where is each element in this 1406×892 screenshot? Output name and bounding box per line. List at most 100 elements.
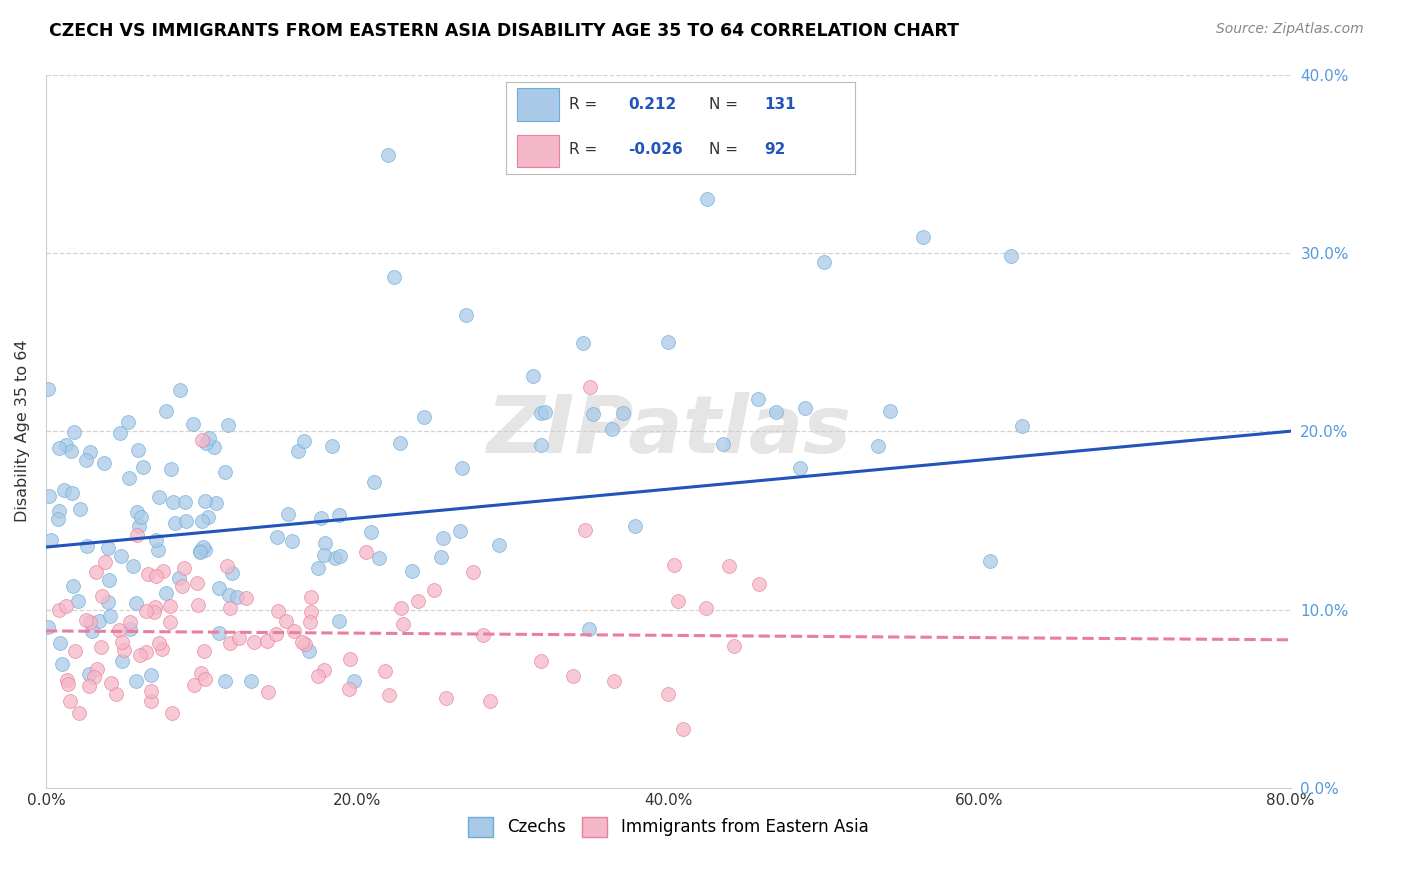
Point [48, 602, 70, 616]
Point [152, 564, 174, 578]
Point [454, 308, 477, 322]
Point [111, 654, 134, 668]
Point [127, 528, 149, 542]
Point [191, 541, 214, 555]
Point [148, 491, 170, 505]
Point [38, 489, 60, 503]
Point [143, 600, 166, 615]
Point [53, 483, 76, 497]
Point [69, 502, 91, 516]
Point [488, 538, 510, 552]
Point [748, 577, 770, 591]
Point [87, 614, 110, 628]
Y-axis label: Disability Age 35 to 64: Disability Age 35 to 64 [15, 340, 30, 523]
Point [39, 533, 62, 548]
Point [194, 672, 217, 686]
Point [181, 417, 204, 431]
Point [603, 674, 626, 689]
Point [600, 422, 623, 436]
Point [389, 600, 412, 615]
Point [626, 121, 648, 136]
Point [90, 589, 112, 603]
Point [75, 613, 97, 627]
Point [48, 512, 70, 526]
Point [67, 594, 90, 608]
Point [93, 456, 115, 470]
Point [225, 591, 247, 605]
Point [299, 591, 322, 605]
Legend: Czechs, Immigrants from Eastern Asia: Czechs, Immigrants from Eastern Asia [461, 810, 875, 844]
Point [329, 549, 352, 563]
Point [162, 494, 184, 508]
Point [110, 549, 132, 564]
Point [711, 437, 734, 451]
Point [412, 409, 434, 424]
Point [794, 401, 817, 415]
Point [343, 673, 366, 688]
Point [368, 550, 391, 565]
Point [214, 465, 236, 479]
Point [662, 558, 685, 572]
Point [522, 369, 544, 384]
Point [93, 555, 115, 569]
Point [389, 436, 412, 450]
Point [240, 673, 263, 688]
Point [190, 514, 212, 528]
Point [228, 631, 250, 645]
Point [197, 510, 219, 524]
Point [449, 524, 471, 539]
Point [125, 596, 148, 610]
Point [107, 624, 129, 638]
Point [312, 548, 335, 562]
Point [314, 535, 336, 549]
Point [204, 496, 226, 510]
Point [150, 642, 173, 657]
Point [56, 677, 79, 691]
Point [267, 604, 290, 618]
Point [59, 694, 82, 708]
Point [337, 681, 360, 696]
Point [51, 657, 73, 672]
Point [118, 471, 141, 485]
Point [155, 403, 177, 417]
Point [328, 614, 350, 628]
Point [79, 615, 101, 629]
Point [311, 511, 333, 525]
Point [718, 558, 741, 573]
Point [219, 636, 242, 650]
Point [789, 461, 811, 475]
Point [129, 648, 152, 662]
Point [111, 635, 134, 649]
Point [125, 673, 148, 688]
Point [139, 668, 162, 682]
Point [911, 230, 934, 244]
Point [167, 571, 190, 585]
Point [37, 383, 59, 397]
Point [97, 541, 120, 556]
Point [392, 616, 415, 631]
Point [132, 460, 155, 475]
Point [312, 663, 335, 677]
Point [280, 533, 302, 548]
Point [187, 598, 209, 612]
Point [195, 436, 218, 450]
Point [190, 433, 212, 447]
Point [194, 543, 217, 558]
Point [155, 586, 177, 600]
Point [141, 694, 163, 708]
Point [294, 637, 316, 651]
Point [401, 564, 423, 578]
Point [48, 441, 70, 455]
Point [529, 438, 551, 452]
Point [135, 604, 157, 618]
Point [471, 627, 494, 641]
Point [406, 594, 429, 608]
Point [145, 533, 167, 548]
Point [62, 579, 84, 593]
Point [328, 508, 350, 522]
Point [463, 566, 485, 580]
Point [63, 644, 86, 658]
Point [423, 583, 446, 598]
Point [193, 644, 215, 658]
Point [186, 575, 208, 590]
